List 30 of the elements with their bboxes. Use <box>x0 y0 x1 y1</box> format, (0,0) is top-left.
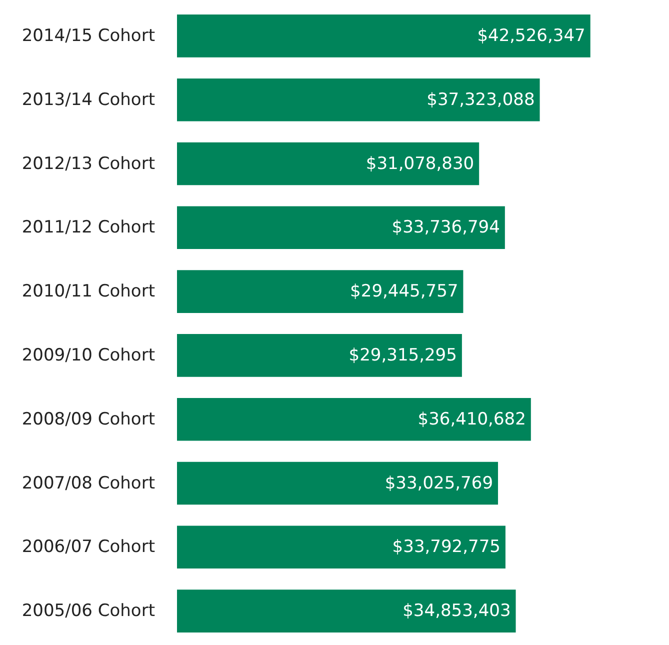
y-tick-label: 2010/11 Cohort <box>22 282 156 302</box>
y-tick-label: 2009/10 Cohort <box>22 345 156 366</box>
data-label: $33,736,794 <box>392 218 500 238</box>
bar <box>177 526 506 569</box>
bar <box>177 14 590 58</box>
data-label: $31,078,830 <box>366 154 474 174</box>
bar <box>177 462 498 505</box>
y-tick-label: 2007/08 Cohort <box>22 473 156 494</box>
bar <box>177 334 462 377</box>
y-tick-label: 2012/13 Cohort <box>22 154 156 174</box>
data-label: $42,526,347 <box>477 26 586 46</box>
data-label: $29,315,295 <box>348 345 457 366</box>
data-label: $34,853,403 <box>402 601 511 622</box>
y-tick-label: 2006/07 Cohort <box>22 537 156 558</box>
bar <box>177 270 464 313</box>
bar <box>177 206 505 250</box>
bar <box>177 78 540 122</box>
y-tick-label: 2013/14 Cohort <box>22 90 156 110</box>
data-label: $29,445,757 <box>350 282 458 302</box>
bar <box>177 590 516 632</box>
data-label: $36,410,682 <box>418 409 526 430</box>
data-label: $33,025,769 <box>384 473 494 494</box>
y-tick-label: 2005/06 Cohort <box>22 601 156 622</box>
bar <box>177 142 480 186</box>
y-tick-label: 2008/09 Cohort <box>22 409 156 430</box>
y-tick-label: 2014/15 Cohort <box>22 26 156 46</box>
bar <box>177 398 531 441</box>
y-tick-label: 2011/12 Cohort <box>22 218 156 238</box>
data-label: $33,792,775 <box>392 537 500 558</box>
data-label: $37,323,088 <box>426 90 535 110</box>
